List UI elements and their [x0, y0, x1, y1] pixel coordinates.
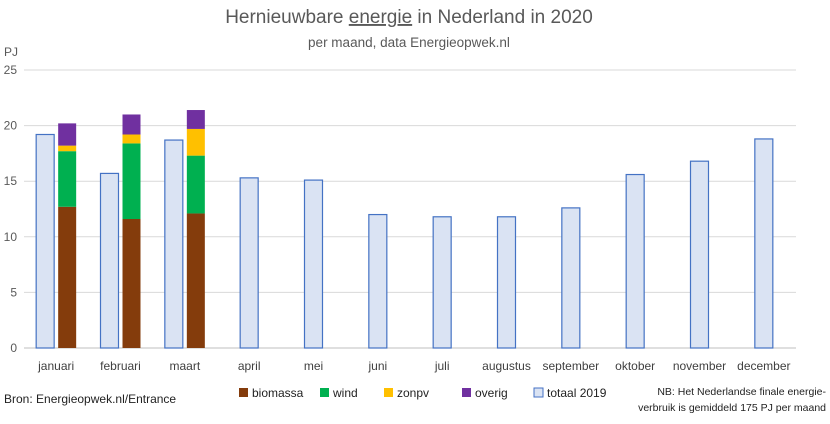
bar-wind-februari [122, 143, 141, 220]
x-category-label: mei [304, 359, 323, 373]
bar-totaal-2019-februari [99, 172, 120, 349]
legend-label: totaal 2019 [547, 386, 607, 400]
bar-totaal-2019-oktober [625, 173, 645, 349]
chart-title: Hernieuwbare energie in Nederland in 202… [225, 7, 593, 28]
legend-swatch-overig [462, 388, 471, 397]
y-tick-label: 25 [4, 63, 18, 77]
x-category-label: juni [367, 359, 387, 373]
x-category-label: februari [100, 359, 141, 373]
bar-biomassa-maart [186, 213, 205, 348]
x-category-label: maart [169, 359, 200, 373]
bar-wind-maart [186, 155, 205, 214]
bar-totaal-2019-augustus [496, 216, 517, 349]
note-line-2: verbruik is gemiddeld 175 PJ per maand [638, 402, 826, 414]
bar-zonpv-januari [58, 145, 77, 152]
x-category-labels: januari februari maart april mei juni juli augu… [37, 359, 790, 373]
bar-overig-januari [58, 123, 77, 146]
bar-totaal-2019-november [689, 160, 710, 349]
bar-totaal-2019-januari [35, 133, 55, 349]
bar-totaal-2019-december [754, 138, 774, 349]
legend-label: overig [475, 386, 508, 400]
bar-totaal-2019-april [239, 177, 259, 349]
legend-label: zonpv [397, 386, 429, 400]
chart-title-part-2: energie [349, 7, 412, 28]
y-tick-label: 15 [4, 174, 18, 188]
legend-swatch-zonpv [384, 388, 393, 397]
note-line-1: NB: Het Nederlandse finale energie- [657, 386, 826, 398]
chart-title-part-3: in Nederland in 2020 [412, 7, 593, 28]
bar-biomassa-januari [58, 206, 77, 348]
y-tick-label: 5 [10, 285, 17, 299]
bar-totaal-2019-juni [368, 213, 388, 349]
bar-totaal-2019-maart [164, 139, 184, 349]
bar-zonpv-maart [186, 128, 205, 156]
y-tick-label: 0 [10, 341, 17, 355]
x-category-label: oktober [615, 359, 655, 373]
y-tick-labels: 0 5 10 15 20 25 [4, 63, 18, 355]
x-category-label: januari [37, 359, 74, 373]
y-axis-label: PJ [4, 45, 18, 59]
legend-swatch-totaal-2019 [533, 387, 544, 398]
gridlines [24, 69, 796, 349]
x-category-label: april [238, 359, 261, 373]
bar-zonpv-februari [122, 134, 141, 144]
chart-title-part-1: Hernieuwbare [225, 7, 349, 28]
x-category-label: augustus [482, 359, 531, 373]
bar-overig-maart [186, 110, 205, 129]
x-category-label: november [673, 359, 726, 373]
y-tick-label: 10 [4, 230, 18, 244]
legend-label: biomassa [252, 386, 304, 400]
bar-totaal-2019-september [561, 207, 581, 349]
bar-totaal-2019-juli [432, 216, 452, 349]
chart-subtitle: per maand, data Energieopwek.nl [308, 35, 510, 50]
legend: biomassa wind zonpv overig totaal 2019 [239, 386, 607, 400]
bar-biomassa-februari [122, 219, 141, 348]
bar-totaal-2019-mei [303, 179, 324, 349]
bars [35, 110, 774, 349]
x-category-label: december [737, 359, 790, 373]
legend-swatch-biomassa [239, 388, 248, 397]
legend-swatch-wind [320, 388, 329, 397]
source-text: Bron: Energieopwek.nl/Entrance [4, 392, 176, 406]
x-category-label: juli [434, 359, 450, 373]
bar-wind-januari [58, 151, 77, 207]
x-category-label: september [542, 359, 599, 373]
bar-overig-februari [122, 114, 141, 135]
legend-label: wind [332, 386, 358, 400]
y-tick-label: 20 [4, 119, 18, 133]
